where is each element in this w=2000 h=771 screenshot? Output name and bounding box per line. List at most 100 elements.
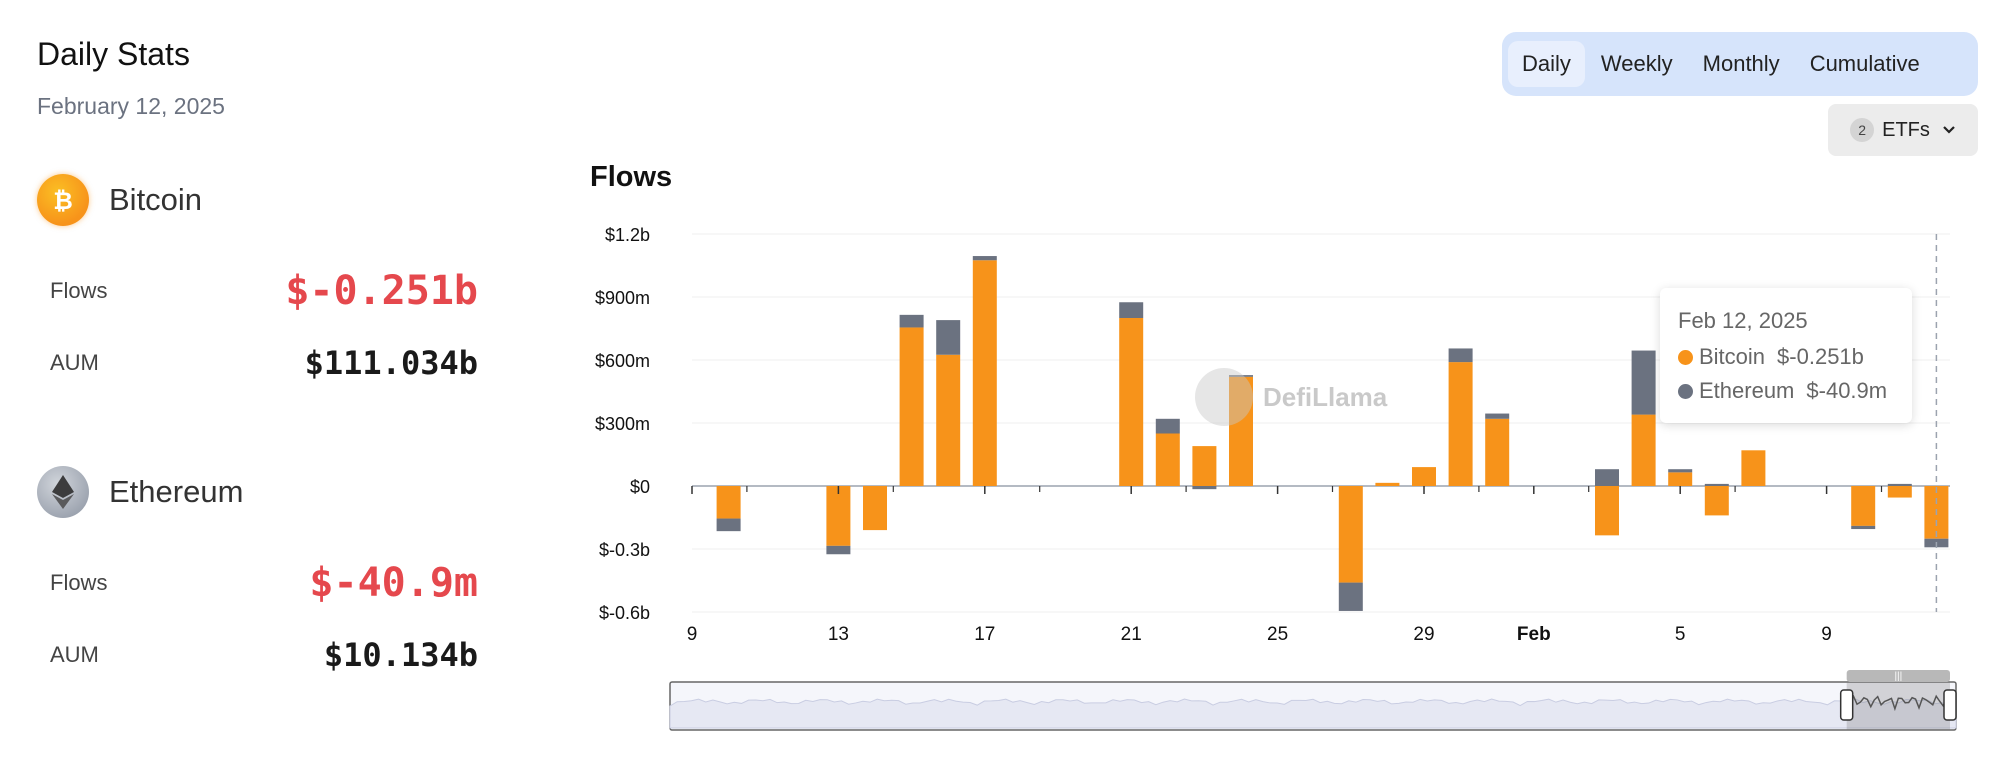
chart-tooltip: Feb 12, 2025 Bitcoin $-0.251b Ethereum $…	[1660, 288, 1912, 423]
chevron-down-icon	[1942, 122, 1956, 138]
etf-select-button[interactable]: 2 ETFs	[1828, 104, 1978, 156]
bar-ethereum	[1631, 350, 1656, 415]
bar-bitcoin	[1631, 414, 1656, 486]
bar-bitcoin	[1375, 482, 1400, 486]
tooltip-bitcoin-value: $-0.251b	[1777, 344, 1864, 369]
y-tick-label: $300m	[595, 414, 650, 434]
range-selected-sparkline	[1846, 694, 1951, 712]
tab-monthly[interactable]: Monthly	[1702, 51, 1780, 76]
bar-bitcoin	[1595, 486, 1619, 536]
bar-bitcoin	[1155, 433, 1180, 486]
bar-ethereum	[1155, 418, 1180, 434]
y-tick-label: $-0.3b	[599, 540, 650, 560]
etf-select-label: ETFs	[1882, 118, 1930, 141]
y-tick-label: $600m	[595, 351, 650, 371]
bitcoin-flows-label: Flows	[50, 278, 108, 303]
bar-ethereum	[1887, 483, 1912, 486]
x-tick-label: 13	[828, 624, 849, 645]
watermark-text: DefiLlama	[1263, 381, 1388, 412]
ethereum-aum-row: AUM $10.134b	[50, 636, 478, 674]
bar-bitcoin	[1887, 486, 1912, 498]
bitcoin-aum-row: AUM $111.034b	[50, 344, 478, 382]
period-tabs: Daily Weekly Monthly Cumulative	[1502, 32, 1978, 96]
bar-ethereum	[1485, 413, 1510, 419]
ethereum-aum-label: AUM	[50, 642, 99, 667]
ethereum-flows-value: $-40.9m	[309, 560, 478, 606]
bar-ethereum	[1704, 483, 1729, 486]
svg-text:₿: ₿	[53, 187, 73, 215]
ethereum-icon	[37, 466, 89, 518]
ethereum-flows-label: Flows	[50, 570, 108, 595]
x-tick-label: 17	[974, 624, 995, 645]
range-selected-window	[1846, 682, 1950, 730]
bar-bitcoin	[936, 354, 961, 486]
x-tick-label: 9	[687, 624, 698, 645]
bar-bitcoin	[826, 486, 851, 546]
bar-ethereum	[1448, 348, 1473, 363]
bar-bitcoin	[863, 486, 887, 531]
bitcoin-flows-row: Flows $-0.251b	[50, 268, 478, 314]
defillama-logo-icon	[1195, 368, 1253, 426]
tooltip-bitcoin-row: Bitcoin $-0.251b	[1678, 344, 1912, 370]
bar-bitcoin	[1741, 450, 1766, 486]
bar-ethereum	[716, 518, 741, 532]
tab-daily[interactable]: Daily	[1508, 41, 1585, 87]
ethereum-name: Ethereum	[109, 474, 244, 509]
bar-ethereum	[1229, 375, 1253, 377]
bar-ethereum	[1338, 582, 1363, 611]
ethereum-dot-icon	[1678, 383, 1693, 399]
bar-bitcoin	[1412, 467, 1436, 486]
bar-ethereum	[899, 314, 924, 328]
range-sparkline	[669, 698, 1957, 729]
bar-bitcoin	[1338, 486, 1363, 583]
bar-bitcoin	[899, 327, 924, 486]
range-drag-bar	[1846, 670, 1950, 682]
tab-weekly[interactable]: Weekly	[1600, 51, 1673, 76]
x-tick-label: 9	[1821, 624, 1832, 645]
x-tick-label: 5	[1675, 624, 1686, 645]
bar-bitcoin	[1668, 472, 1693, 486]
x-tick-label: Feb	[1517, 624, 1551, 645]
watermark: DefiLlama	[1195, 368, 1387, 426]
bitcoin-aum-label: AUM	[50, 350, 99, 375]
tooltip-ethereum-value: $-40.9m	[1806, 378, 1888, 403]
bar-ethereum	[1595, 469, 1619, 486]
bar-ethereum	[1119, 302, 1144, 318]
bar-ethereum	[972, 256, 997, 261]
x-tick-label: 25	[1267, 624, 1288, 645]
tooltip-date: Feb 12, 2025	[1678, 308, 1808, 333]
bitcoin-dot-icon	[1678, 349, 1693, 365]
bar-ethereum	[826, 545, 851, 555]
y-tick-label: $1.2b	[605, 225, 650, 245]
bar-bitcoin	[972, 260, 997, 486]
bar-ethereum	[936, 320, 961, 355]
etf-count-badge: 2	[1850, 118, 1875, 142]
page-title: Daily Stats	[37, 36, 190, 72]
y-tick-label: $-0.6b	[599, 603, 650, 623]
x-tick-label: 29	[1413, 624, 1434, 645]
bitcoin-icon: ₿	[37, 174, 89, 226]
stats-date: February 12, 2025	[37, 93, 225, 119]
y-tick-label: $900m	[595, 288, 650, 308]
y-tick-label: $0	[630, 477, 650, 497]
bar-ethereum	[1192, 486, 1217, 490]
tab-cumulative[interactable]: Cumulative	[1809, 51, 1920, 76]
bitcoin-header: ₿ Bitcoin	[37, 174, 202, 226]
bitcoin-aum-value: $111.034b	[304, 344, 478, 382]
ethereum-aum-value: $10.134b	[323, 636, 478, 674]
bitcoin-flows-value: $-0.251b	[285, 268, 478, 314]
x-tick-label: 21	[1121, 624, 1142, 645]
tooltip-ethereum-row: Ethereum $-40.9m	[1678, 378, 1912, 404]
tooltip-ethereum-label: Ethereum	[1699, 378, 1795, 403]
range-handle-left[interactable]	[1839, 689, 1854, 721]
bar-bitcoin	[1448, 362, 1473, 486]
bar-bitcoin	[1192, 446, 1217, 486]
bar-bitcoin	[1119, 318, 1144, 486]
bar-bitcoin	[1229, 376, 1253, 486]
bar-bitcoin	[1704, 486, 1729, 516]
bar-bitcoin	[1485, 418, 1510, 486]
range-handle-right[interactable]	[1943, 689, 1957, 721]
bar-ethereum	[1668, 469, 1693, 473]
ethereum-header: Ethereum	[37, 466, 243, 518]
